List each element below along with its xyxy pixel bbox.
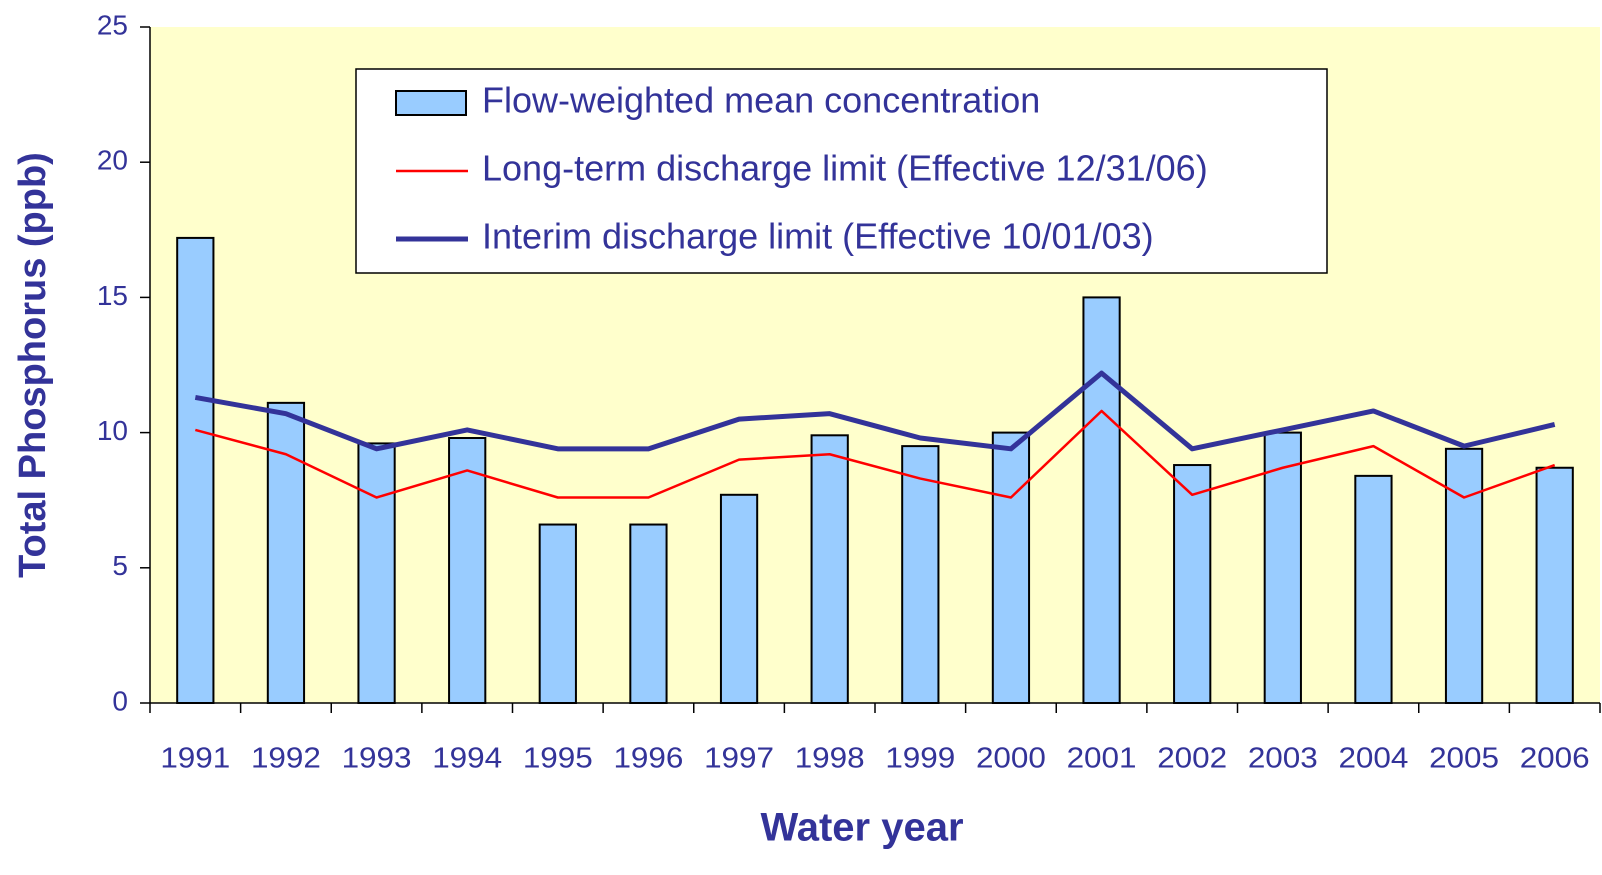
- x-tick-label: 1998: [795, 743, 865, 775]
- x-tick-label: 2006: [1520, 743, 1590, 775]
- x-tick-label: 2001: [1067, 743, 1137, 775]
- x-tick-label: 2004: [1338, 743, 1408, 775]
- bar: [1535, 466, 1574, 705]
- bar: [1444, 447, 1484, 704]
- x-tick-label: 2002: [1157, 743, 1227, 775]
- bar: [176, 236, 215, 705]
- x-tick-label: 1992: [251, 743, 321, 775]
- y-tick-label: 20: [97, 145, 128, 176]
- x-tick-label: 1993: [342, 743, 412, 775]
- x-tick-label: 1994: [432, 743, 502, 775]
- bar: [991, 431, 1031, 704]
- x-tick-label: 2003: [1248, 743, 1318, 775]
- line: [194, 370, 1556, 452]
- legend-label: Long-term discharge limit (Effective 12/…: [482, 148, 1208, 189]
- y-tick-label: 15: [97, 280, 128, 311]
- y-tick-label: 25: [97, 9, 128, 40]
- bar: [448, 437, 487, 704]
- bar: [901, 445, 940, 704]
- x-tick-label: 1995: [523, 743, 593, 775]
- line: [194, 409, 1556, 499]
- bar: [1082, 296, 1121, 704]
- bar: [719, 493, 759, 704]
- x-tick-label: 1991: [160, 743, 230, 775]
- x-tick-label: 2005: [1429, 743, 1499, 775]
- bar: [810, 434, 849, 704]
- bar: [357, 442, 396, 704]
- x-tick-label: 2000: [976, 743, 1046, 775]
- bar: [629, 523, 668, 705]
- bar: [538, 523, 577, 705]
- x-tick-label: 1996: [613, 743, 683, 775]
- bar: [1173, 464, 1212, 704]
- y-tick-label: 5: [112, 550, 128, 581]
- bar: [1354, 474, 1393, 705]
- bar: [266, 401, 306, 704]
- y-axis-title: Total Phosphorus (ppb): [12, 152, 54, 578]
- x-tick-label: 1999: [885, 743, 955, 775]
- legend-swatch: [395, 90, 467, 116]
- legend-box: [355, 68, 1328, 274]
- y-tick-label: 0: [112, 685, 128, 716]
- x-tick-label: 1997: [704, 743, 774, 775]
- y-tick-label: 10: [97, 415, 128, 446]
- x-axis-title: Water year: [760, 806, 963, 850]
- legend-label: Flow-weighted mean concentration: [482, 80, 1040, 121]
- bar: [1263, 431, 1302, 704]
- legend-label: Interim discharge limit (Effective 10/01…: [482, 216, 1154, 257]
